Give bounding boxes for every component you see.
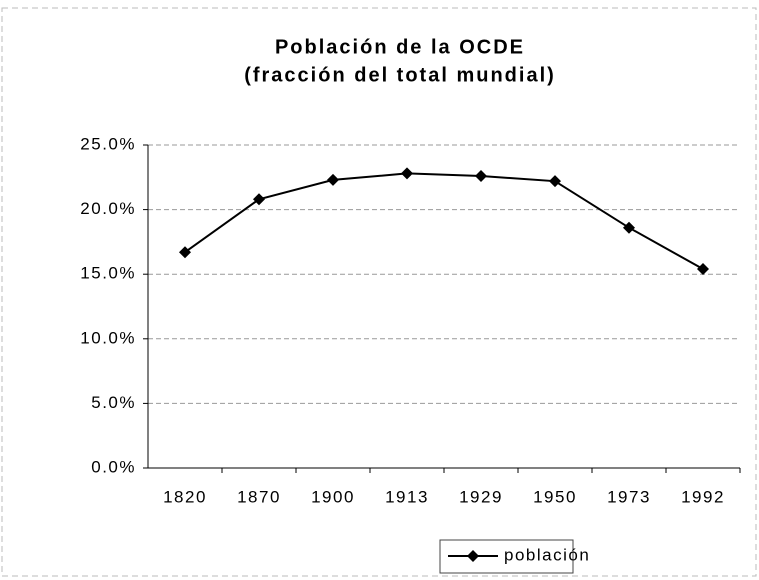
y-tick-label: 0.0% xyxy=(91,457,136,476)
x-tick-label: 1820 xyxy=(163,487,207,506)
data-point xyxy=(327,173,339,186)
y-tick-label: 15.0% xyxy=(80,264,136,283)
data-point xyxy=(623,221,635,234)
y-tick-label: 10.0% xyxy=(80,328,136,347)
legend-label: población xyxy=(504,545,590,564)
x-tick-label: 1870 xyxy=(237,487,281,506)
series-line xyxy=(184,172,704,270)
chart-subtitle: (fracción del total mundial) xyxy=(244,64,556,86)
x-tick-label: 1900 xyxy=(311,487,355,506)
x-tick-label: 1973 xyxy=(607,487,651,506)
y-tick-label: 20.0% xyxy=(80,199,136,218)
y-tick-label: 25.0% xyxy=(80,134,136,153)
x-tick-label: 1929 xyxy=(459,487,503,506)
data-point xyxy=(697,263,709,276)
data-point xyxy=(401,167,413,180)
data-point xyxy=(179,246,191,259)
y-tick-label: 5.0% xyxy=(91,393,136,412)
data-point xyxy=(549,175,561,188)
chart-title: Población de la OCDE xyxy=(275,36,525,58)
chart-border xyxy=(1,7,757,577)
x-tick-label: 1992 xyxy=(681,487,725,506)
legend-marker xyxy=(467,550,479,562)
data-point xyxy=(475,170,487,183)
x-tick-label: 1913 xyxy=(385,487,429,506)
data-point xyxy=(253,193,265,206)
x-tick-label: 1950 xyxy=(533,487,577,506)
